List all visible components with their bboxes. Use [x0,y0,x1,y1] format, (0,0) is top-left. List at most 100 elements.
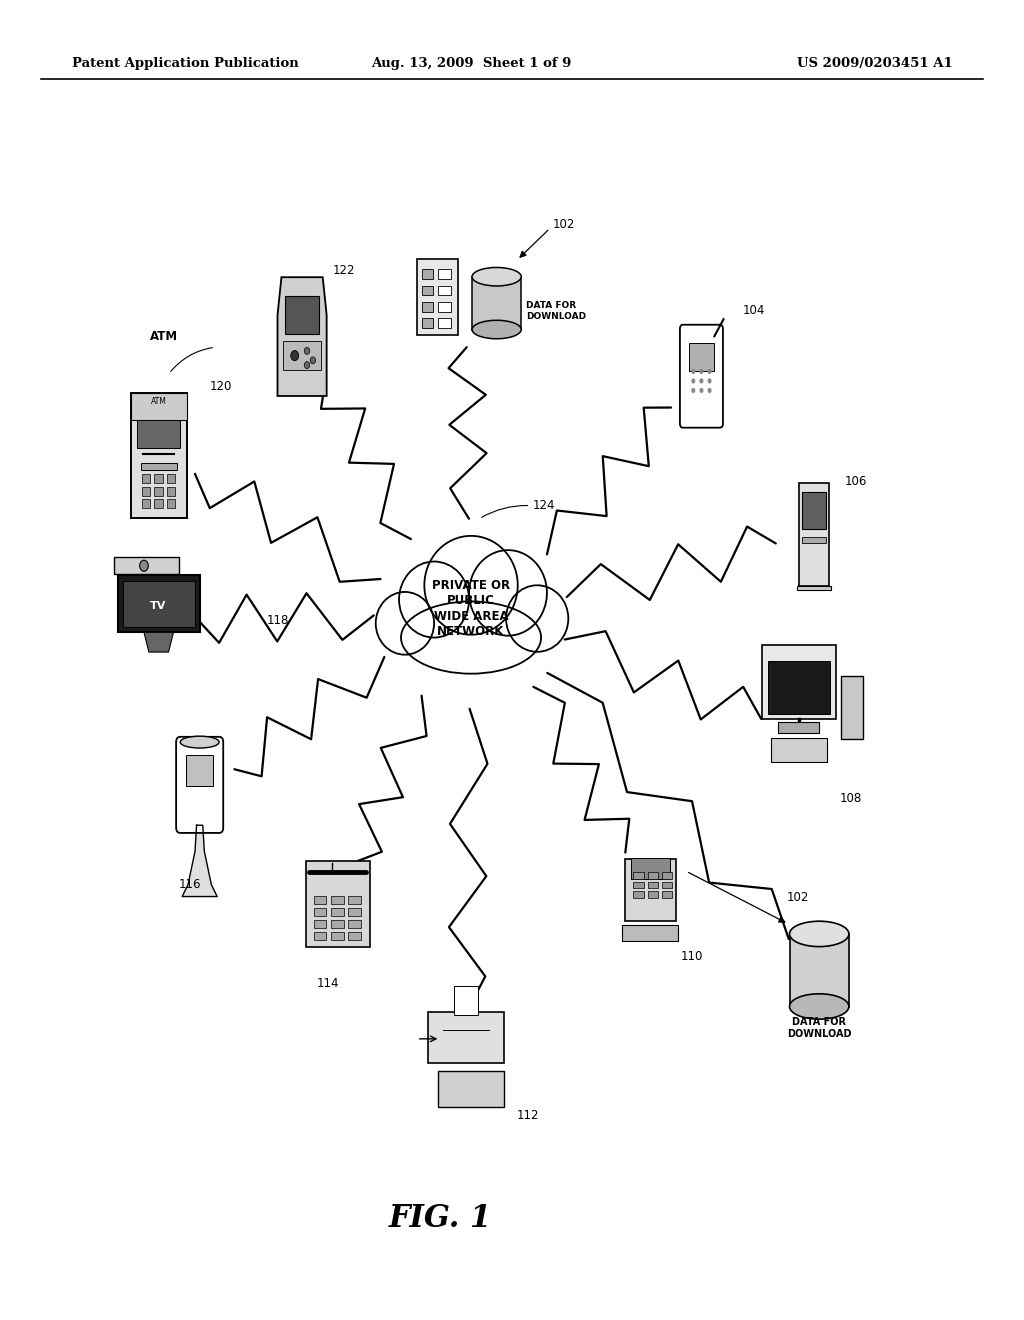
Circle shape [699,388,703,393]
Bar [141,474,151,483]
Bar [663,882,673,888]
Bar [438,318,452,327]
Bar [131,393,186,517]
Text: 108: 108 [840,792,862,805]
Circle shape [708,388,712,393]
Text: PRIVATE OR
PUBLIC
WIDE AREA
NETWORK: PRIVATE OR PUBLIC WIDE AREA NETWORK [432,578,510,639]
Ellipse shape [399,561,469,638]
Text: 118: 118 [266,614,289,627]
Bar [331,932,344,940]
Bar [798,586,831,590]
Text: 104: 104 [742,304,765,317]
Bar [762,645,836,719]
Bar [803,492,825,529]
Text: ATM: ATM [151,397,167,407]
Bar [155,499,163,508]
Bar [688,343,715,371]
Bar [422,301,433,312]
Circle shape [304,362,309,368]
Text: 112: 112 [517,1109,540,1122]
Bar [428,1012,505,1063]
Bar [422,269,433,280]
Ellipse shape [376,591,434,655]
Polygon shape [278,277,327,396]
Bar [633,882,644,888]
Text: 122: 122 [333,264,355,277]
Bar [417,259,458,335]
Bar [167,474,175,483]
Ellipse shape [790,994,849,1019]
Bar [123,581,195,627]
Circle shape [691,379,695,384]
Bar [131,393,186,420]
Circle shape [708,368,712,374]
Bar [348,920,360,928]
Bar [313,908,327,916]
Text: FIG. 1: FIG. 1 [389,1203,492,1234]
Bar [422,318,433,327]
Circle shape [310,356,315,364]
Polygon shape [144,632,173,652]
Text: 120: 120 [210,380,232,393]
Bar [623,924,679,940]
Bar [186,755,213,785]
Circle shape [691,368,695,374]
Bar [118,576,200,632]
Ellipse shape [472,321,521,339]
Text: 102: 102 [786,891,809,904]
Bar [438,269,452,280]
Bar [803,537,825,543]
Bar [625,859,676,921]
Ellipse shape [424,536,518,635]
Bar [648,882,658,888]
Bar [841,676,863,739]
Bar [790,935,849,1006]
Bar [454,986,478,1015]
Bar [331,895,344,904]
Bar [631,858,670,879]
Bar [438,1071,504,1107]
Bar [284,342,321,370]
Circle shape [139,560,148,572]
Bar [141,487,151,495]
Bar [472,277,521,330]
Bar [633,873,644,879]
Ellipse shape [506,585,568,652]
Bar [140,463,177,470]
Bar [348,895,360,904]
Bar [799,483,829,586]
Bar [348,908,360,916]
Bar [331,908,344,916]
Bar [141,499,151,508]
Bar [137,420,180,447]
Bar [438,301,452,312]
Bar [438,285,452,296]
Ellipse shape [401,602,541,673]
Bar [155,474,163,483]
Bar [648,891,658,898]
Bar [313,920,327,928]
Text: DATA FOR
DOWNLOAD: DATA FOR DOWNLOAD [526,301,587,321]
Text: DATA FOR
DOWNLOAD: DATA FOR DOWNLOAD [787,1016,851,1039]
Ellipse shape [180,737,219,748]
Circle shape [699,368,703,374]
Bar [331,920,344,928]
Bar [167,487,175,495]
FancyBboxPatch shape [176,737,223,833]
Ellipse shape [469,550,547,636]
Ellipse shape [472,268,521,286]
Text: TV: TV [150,601,166,611]
Bar [663,891,673,898]
Bar [663,873,673,879]
Bar [768,661,829,714]
Bar [306,862,370,948]
Text: 102: 102 [553,218,575,231]
Circle shape [708,379,712,384]
Text: 110: 110 [681,950,703,964]
Text: 116: 116 [178,878,201,891]
Text: 106: 106 [845,475,867,488]
Text: Patent Application Publication: Patent Application Publication [72,57,298,70]
Text: US 2009/0203451 A1: US 2009/0203451 A1 [797,57,952,70]
Bar [648,873,658,879]
Bar [778,722,819,733]
